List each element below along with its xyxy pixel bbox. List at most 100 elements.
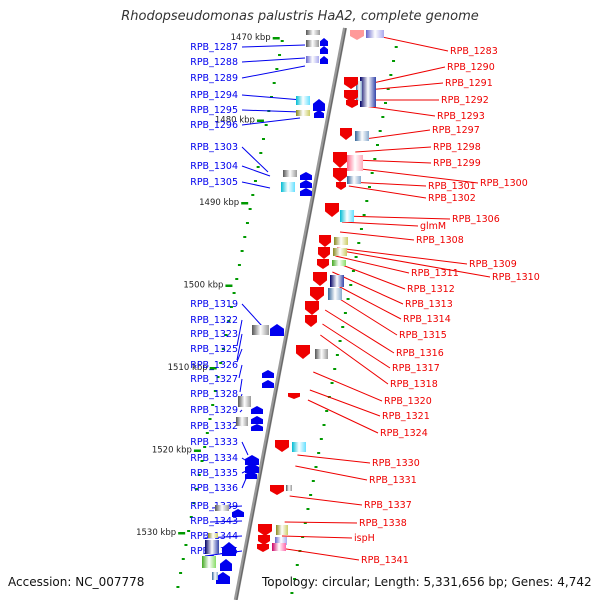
right-gene-label: RPB_1312 <box>407 284 455 295</box>
gene-arrow-reverse <box>333 152 347 168</box>
guide-tick-right <box>341 326 345 328</box>
gene-arrow-forward <box>245 455 259 465</box>
guide-tick-left <box>235 278 239 280</box>
gene-arrow-forward <box>251 416 263 424</box>
right-gene-label: RPB_1324 <box>380 428 428 439</box>
guide-tick-right <box>375 144 379 146</box>
right-leader-line <box>330 281 402 320</box>
guide-tick-left <box>229 306 233 308</box>
guide-tick-left <box>253 180 257 182</box>
right-leader-line <box>377 35 449 52</box>
guide-tick-right <box>346 298 350 300</box>
gene-arrow-reverse <box>319 235 331 247</box>
left-gene-label: RPB_1336 <box>190 483 238 494</box>
right-gene-label: RPB_1314 <box>403 314 451 325</box>
gene-feature-box <box>215 505 229 511</box>
right-gene-label: glmM <box>420 221 446 232</box>
left-leader-line <box>241 57 306 63</box>
left-leader-line <box>236 319 243 347</box>
left-gene-label: RPB_1288 <box>190 57 238 68</box>
gene-arrow-reverse <box>313 272 327 286</box>
left-leader-line <box>241 94 303 101</box>
gene-arrow-forward <box>300 188 312 196</box>
left-leader-line <box>241 44 306 48</box>
right-leader-line <box>281 535 353 539</box>
guide-tick-right <box>293 578 297 580</box>
left-leader-line <box>241 109 301 113</box>
right-leader-line <box>348 185 427 199</box>
scale-label: 1510 kbp <box>168 363 208 373</box>
left-gene-label: RPB_1328 <box>190 389 238 400</box>
guide-tick-left <box>211 404 215 406</box>
right-leader-line <box>339 231 415 241</box>
right-gene-label: RPB_1308 <box>416 235 464 246</box>
gene-arrow-reverse <box>318 247 330 259</box>
gene-arrow-forward <box>320 46 328 54</box>
right-leader-line <box>336 249 491 278</box>
guide-tick-right <box>333 368 337 370</box>
gene-arrow-reverse <box>317 259 329 269</box>
right-gene-label: RPB_1299 <box>433 158 481 169</box>
right-gene-label: RPB_1297 <box>432 125 480 136</box>
gene-arrow-reverse <box>305 315 317 327</box>
left-leader-line <box>241 65 306 79</box>
guide-tick-right <box>357 242 361 244</box>
gene-feature-box <box>296 96 310 105</box>
right-gene-label: RPB_1311 <box>411 268 459 279</box>
right-leader-line <box>332 271 404 305</box>
guide-tick-left <box>227 320 231 322</box>
guide-tick-left <box>232 292 236 294</box>
guide-tick-left <box>272 82 276 84</box>
right-leader-line <box>295 465 368 481</box>
right-leader-line <box>334 261 406 290</box>
gene-feature-box <box>296 110 310 116</box>
guide-tick-right <box>314 466 318 468</box>
guide-tick-right <box>354 256 358 258</box>
right-leader-line <box>279 547 360 561</box>
left-gene-label: RPB_1327 <box>190 374 238 385</box>
left-gene-label: RPB_1294 <box>190 90 238 101</box>
gene-feature-box <box>332 260 346 266</box>
left-gene-label: RPB_1296 <box>190 120 238 131</box>
left-gene-label: RPB_1332 <box>190 421 238 432</box>
guide-tick-left <box>264 124 268 126</box>
gene-arrow-forward <box>300 172 312 180</box>
gene-arrow-reverse <box>257 544 269 552</box>
gene-arrow-forward <box>251 406 263 414</box>
guide-tick-left <box>192 502 196 504</box>
left-leader-line <box>241 441 249 456</box>
right-gene-label: RPB_1306 <box>452 214 500 225</box>
left-gene-label: RPB_1333 <box>190 437 238 448</box>
gene-arrow-reverse <box>325 203 339 217</box>
gene-feature-box <box>306 40 319 47</box>
gene-feature-box <box>283 170 297 177</box>
right-leader-line <box>307 399 379 434</box>
guide-tick-left <box>278 54 282 56</box>
gene-feature-box <box>272 543 286 551</box>
right-leader-line <box>349 181 427 187</box>
gene-arrow-forward <box>262 380 274 388</box>
scale-tick <box>225 284 233 287</box>
gene-arrow-reverse <box>336 182 346 190</box>
genome-axis <box>233 27 347 600</box>
guide-tick-right <box>319 438 323 440</box>
guide-tick-right <box>338 340 342 342</box>
gene-arrow-forward <box>222 542 236 556</box>
right-gene-label: RPB_1341 <box>361 555 409 566</box>
guide-tick-left <box>208 418 212 420</box>
gene-arrow-reverse <box>270 485 284 495</box>
gene-feature-box <box>202 556 216 568</box>
right-gene-label: RPB_1310 <box>492 272 540 283</box>
gene-arrow-reverse <box>288 393 300 399</box>
gene-arrow-forward <box>245 471 257 479</box>
guide-tick-right <box>335 354 339 356</box>
right-gene-label: RPB_1309 <box>469 259 517 270</box>
right-gene-label: RPB_1290 <box>447 62 495 73</box>
gene-arrow-forward <box>262 370 274 378</box>
left-gene-label: RPB_1295 <box>190 105 238 116</box>
gene-feature-box <box>347 176 361 184</box>
left-leader-line <box>241 117 301 126</box>
right-leader-line <box>343 215 451 220</box>
left-leader-line <box>241 303 263 327</box>
gene-feature-box <box>236 417 248 426</box>
